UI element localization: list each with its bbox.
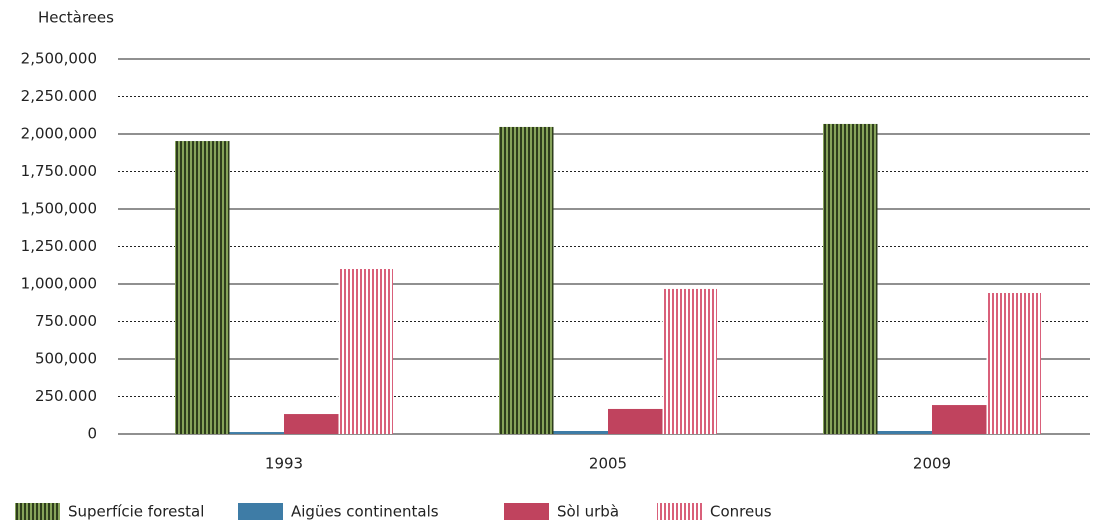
x-tick-label: 2009 (913, 455, 951, 473)
y-tick-label: 1,750.000 (21, 162, 97, 180)
y-tick-label: 2,000,000 (21, 125, 97, 143)
bar (608, 408, 663, 434)
legend-swatch (657, 503, 702, 520)
x-tick-label: 1993 (265, 455, 303, 473)
bar (823, 123, 878, 434)
legend-label: Sòl urbà (557, 503, 619, 521)
bar (553, 431, 608, 434)
bar (229, 432, 284, 434)
y-axis-label: Hectàrees (38, 9, 114, 27)
legend-label: Conreus (710, 503, 772, 521)
bar (662, 288, 717, 434)
legend-swatch (504, 503, 549, 520)
legend-swatch (238, 503, 283, 520)
y-tick-label: 2,250.000 (21, 87, 97, 105)
y-tick-label: 1,250.000 (21, 237, 97, 255)
bar (175, 141, 230, 435)
bar (932, 405, 987, 434)
y-tick-label: 1,000,000 (21, 275, 97, 293)
y-tick-label: 500,000 (35, 350, 97, 368)
x-tick-label: 2005 (589, 455, 627, 473)
y-tick-label: 750.000 (35, 312, 97, 330)
y-tick-label: 250.000 (35, 387, 97, 405)
y-tick-label: 1,500,000 (21, 200, 97, 218)
legend-label: Superfície forestal (68, 503, 204, 521)
bar (284, 414, 339, 434)
bar (877, 431, 932, 434)
y-tick-label: 2,500,000 (21, 50, 97, 68)
legend-label: Aigües continentals (291, 503, 439, 521)
y-tick-label: 0 (87, 425, 97, 443)
legend-swatch (15, 503, 60, 520)
bar (986, 293, 1041, 434)
bar (499, 126, 554, 434)
bar (338, 269, 393, 434)
